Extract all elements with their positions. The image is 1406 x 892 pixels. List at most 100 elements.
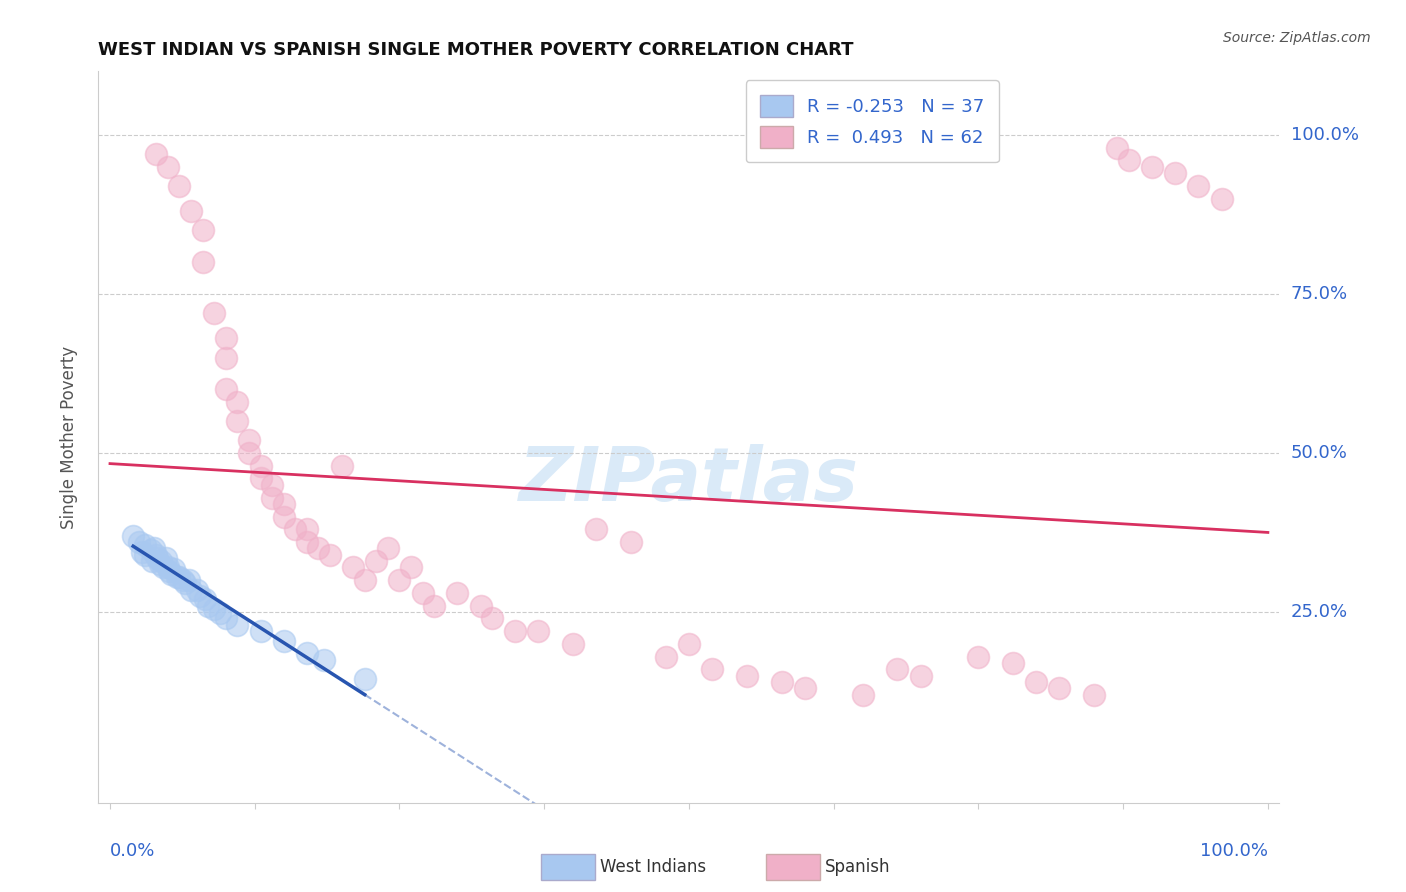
- Text: Spanish: Spanish: [825, 858, 891, 876]
- Point: [1187, 178, 1209, 193]
- Point: [156, 560, 179, 574]
- Point: [238, 434, 260, 448]
- Point: [131, 544, 153, 558]
- Point: [377, 541, 399, 556]
- Point: [156, 160, 179, 174]
- Text: ZIPatlas: ZIPatlas: [519, 444, 859, 517]
- Point: [295, 522, 318, 536]
- Point: [353, 672, 375, 686]
- Point: [145, 548, 167, 562]
- Point: [793, 681, 815, 696]
- Point: [446, 586, 468, 600]
- Point: [163, 562, 186, 576]
- Point: [226, 414, 249, 428]
- Point: [342, 560, 364, 574]
- Point: [180, 204, 202, 219]
- Point: [215, 611, 238, 625]
- Point: [186, 582, 208, 597]
- Point: [139, 542, 162, 557]
- Point: [249, 624, 271, 638]
- Point: [180, 582, 202, 597]
- Point: [202, 306, 225, 320]
- Point: [399, 560, 422, 574]
- Point: [149, 554, 172, 568]
- Point: [194, 592, 217, 607]
- Point: [145, 147, 167, 161]
- Point: [155, 550, 177, 565]
- Point: [423, 599, 446, 613]
- Point: [172, 573, 194, 587]
- Point: [284, 522, 307, 536]
- Text: WEST INDIAN VS SPANISH SINGLE MOTHER POVERTY CORRELATION CHART: WEST INDIAN VS SPANISH SINGLE MOTHER POV…: [98, 41, 853, 59]
- Point: [215, 383, 238, 397]
- Point: [177, 573, 200, 587]
- Point: [1025, 675, 1047, 690]
- Point: [202, 602, 225, 616]
- Text: Source: ZipAtlas.com: Source: ZipAtlas.com: [1223, 31, 1371, 45]
- Text: 75.0%: 75.0%: [1291, 285, 1348, 303]
- Point: [249, 458, 271, 473]
- Point: [166, 570, 188, 584]
- Point: [412, 586, 434, 600]
- Point: [146, 550, 169, 565]
- Point: [886, 662, 908, 676]
- Point: [134, 548, 156, 562]
- Point: [141, 554, 163, 568]
- Point: [128, 535, 150, 549]
- Point: [197, 599, 219, 613]
- Point: [188, 589, 211, 603]
- Point: [562, 637, 585, 651]
- Point: [852, 688, 875, 702]
- Point: [249, 471, 271, 485]
- Text: West Indians: West Indians: [600, 858, 706, 876]
- Point: [678, 637, 700, 651]
- Point: [295, 535, 318, 549]
- Text: 25.0%: 25.0%: [1291, 603, 1348, 621]
- Point: [470, 599, 492, 613]
- Point: [330, 458, 353, 473]
- Point: [503, 624, 526, 638]
- Point: [273, 509, 295, 524]
- Point: [226, 395, 249, 409]
- Point: [122, 529, 145, 543]
- Point: [620, 535, 643, 549]
- Point: [295, 646, 318, 660]
- Point: [157, 564, 180, 578]
- Point: [655, 649, 678, 664]
- Point: [215, 351, 238, 365]
- Point: [967, 649, 990, 664]
- Point: [143, 541, 166, 556]
- Point: [319, 548, 342, 562]
- Point: [238, 446, 260, 460]
- Point: [770, 675, 793, 690]
- Text: 0.0%: 0.0%: [110, 842, 156, 860]
- Point: [353, 573, 375, 587]
- Point: [273, 633, 295, 648]
- Point: [1164, 166, 1187, 180]
- Text: 100.0%: 100.0%: [1199, 842, 1268, 860]
- Point: [226, 617, 249, 632]
- Point: [152, 560, 174, 574]
- Point: [208, 607, 231, 621]
- Point: [314, 653, 336, 667]
- Text: 50.0%: 50.0%: [1291, 444, 1347, 462]
- Point: [191, 223, 214, 237]
- Point: [174, 576, 197, 591]
- Point: [700, 662, 723, 676]
- Point: [169, 570, 191, 584]
- Point: [481, 611, 503, 625]
- Point: [1211, 192, 1233, 206]
- Point: [527, 624, 550, 638]
- Point: [1107, 141, 1129, 155]
- Point: [1083, 688, 1105, 702]
- Point: [191, 255, 214, 269]
- Point: [160, 566, 183, 581]
- Point: [585, 522, 607, 536]
- Point: [134, 538, 156, 552]
- Point: [366, 554, 388, 568]
- Point: [910, 668, 932, 682]
- Point: [262, 477, 284, 491]
- Point: [1049, 681, 1071, 696]
- Legend: R = -0.253   N = 37, R =  0.493   N = 62: R = -0.253 N = 37, R = 0.493 N = 62: [745, 80, 998, 162]
- Point: [1140, 160, 1163, 174]
